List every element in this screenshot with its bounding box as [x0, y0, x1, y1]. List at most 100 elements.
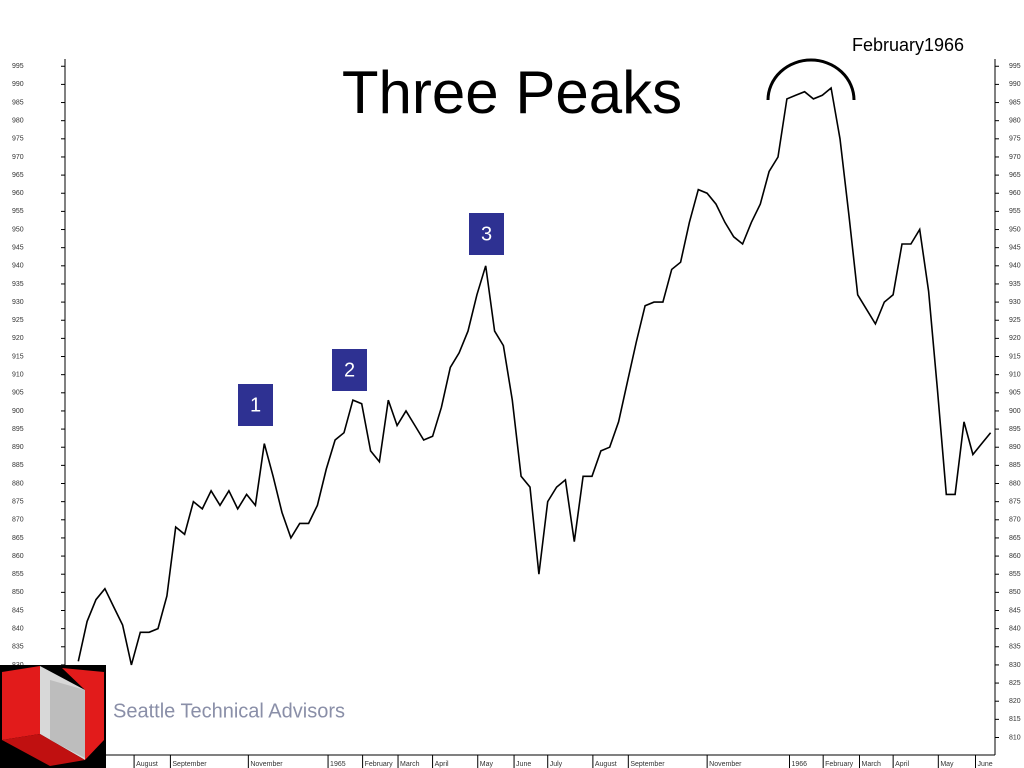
- x-tick-label: April: [895, 761, 909, 768]
- y-tick-label-right: 880: [1009, 480, 1021, 487]
- y-tick-label-right: 965: [1009, 172, 1021, 179]
- plot: 8108108158158208208258258308308358358408…: [12, 63, 1021, 768]
- x-tick-label: 1966: [792, 761, 808, 768]
- marker-3: 3: [469, 213, 504, 255]
- y-tick-label: 875: [12, 498, 24, 505]
- y-tick-label-right: 975: [1009, 136, 1021, 143]
- x-tick-label: June: [516, 761, 531, 768]
- y-tick-label: 880: [12, 480, 24, 487]
- chart-title: Three Peaks: [342, 59, 682, 126]
- x-tick-label: 1965: [330, 761, 346, 768]
- y-tick-label: 940: [12, 263, 24, 270]
- y-tick-label: 995: [12, 63, 24, 70]
- marker-2: 2: [332, 349, 367, 391]
- annotation: February1966: [852, 35, 964, 55]
- y-tick-label: 955: [12, 208, 24, 215]
- y-tick-label-right: 890: [1009, 444, 1021, 451]
- y-tick-label: 850: [12, 589, 24, 596]
- y-tick-label: 855: [12, 571, 24, 578]
- x-tick-label: May: [480, 761, 494, 768]
- y-tick-label: 835: [12, 644, 24, 651]
- y-tick-label-right: 980: [1009, 118, 1021, 125]
- y-tick-label-right: 870: [1009, 517, 1021, 524]
- y-tick-label-right: 815: [1009, 716, 1021, 723]
- y-tick-label: 960: [12, 190, 24, 197]
- y-tick-label: 860: [12, 553, 24, 560]
- y-tick-label-right: 990: [1009, 81, 1021, 88]
- peak-arc: [766, 58, 856, 101]
- y-tick-label-right: 930: [1009, 299, 1021, 306]
- x-tick-label: September: [630, 761, 665, 768]
- y-tick-label: 935: [12, 281, 24, 288]
- y-tick-label: 895: [12, 426, 24, 433]
- y-tick-label: 990: [12, 81, 24, 88]
- y-tick-label: 920: [12, 335, 24, 342]
- y-tick-label: 985: [12, 99, 24, 106]
- y-tick-label-right: 835: [1009, 644, 1021, 651]
- y-tick-label-right: 995: [1009, 63, 1021, 70]
- y-tick-label-right: 955: [1009, 208, 1021, 215]
- y-tick-label-right: 855: [1009, 571, 1021, 578]
- y-tick-label: 900: [12, 408, 24, 415]
- y-tick-label-right: 895: [1009, 426, 1021, 433]
- y-tick-label-right: 935: [1009, 281, 1021, 288]
- y-tick-label-right: 875: [1009, 498, 1021, 505]
- y-tick-label-right: 905: [1009, 390, 1021, 397]
- y-tick-label: 845: [12, 607, 24, 614]
- footer: Seattle Technical Advisors: [113, 700, 345, 722]
- y-tick-label-right: 845: [1009, 607, 1021, 614]
- y-tick-label: 890: [12, 444, 24, 451]
- y-tick-label: 905: [12, 390, 24, 397]
- y-tick-label-right: 920: [1009, 335, 1021, 342]
- y-tick-label-right: 985: [1009, 99, 1021, 106]
- y-tick-label: 925: [12, 317, 24, 324]
- x-tick-label: August: [136, 761, 158, 768]
- x-tick-label: August: [595, 761, 617, 768]
- price-line: [77, 86, 992, 666]
- y-tick-label-right: 900: [1009, 408, 1021, 415]
- marker-label: 2: [344, 359, 355, 381]
- y-tick-label-right: 840: [1009, 625, 1021, 632]
- y-tick-label-right: 915: [1009, 353, 1021, 360]
- y-tick-label-right: 945: [1009, 245, 1021, 252]
- y-tick-label-right: 910: [1009, 372, 1021, 379]
- y-tick-label: 865: [12, 535, 24, 542]
- x-tick-label: September: [172, 761, 207, 768]
- y-tick-label-right: 810: [1009, 734, 1021, 741]
- y-tick-label-right: 940: [1009, 263, 1021, 270]
- x-tick-label: November: [709, 761, 742, 768]
- y-tick-label-right: 885: [1009, 462, 1021, 469]
- y-tick-label: 975: [12, 136, 24, 143]
- y-tick-label-right: 925: [1009, 317, 1021, 324]
- y-tick-label-right: 825: [1009, 680, 1021, 687]
- x-tick-label: March: [400, 761, 420, 768]
- marker-label: 3: [481, 223, 492, 245]
- x-tick-label: March: [861, 761, 881, 768]
- logo: [0, 665, 106, 768]
- y-tick-label-right: 820: [1009, 698, 1021, 705]
- y-tick-label: 945: [12, 245, 24, 252]
- y-tick-label: 910: [12, 372, 24, 379]
- x-tick-label: November: [250, 761, 283, 768]
- x-tick-label: February: [825, 761, 854, 768]
- y-tick-label: 980: [12, 118, 24, 125]
- y-tick-label-right: 950: [1009, 226, 1021, 233]
- y-tick-label: 885: [12, 462, 24, 469]
- y-tick-label-right: 960: [1009, 190, 1021, 197]
- y-tick-label-right: 860: [1009, 553, 1021, 560]
- x-tick-label: April: [435, 761, 449, 768]
- y-tick-label: 970: [12, 154, 24, 161]
- y-tick-label: 930: [12, 299, 24, 306]
- y-tick-label: 870: [12, 517, 24, 524]
- y-tick-label-right: 970: [1009, 154, 1021, 161]
- x-tick-label: June: [978, 761, 993, 768]
- x-tick-label: February: [365, 761, 394, 768]
- marker-label: 1: [250, 394, 261, 416]
- y-tick-label: 965: [12, 172, 24, 179]
- marker-1: 1: [238, 384, 273, 426]
- y-tick-label: 950: [12, 226, 24, 233]
- x-tick-label: May: [940, 761, 954, 768]
- y-tick-label: 915: [12, 353, 24, 360]
